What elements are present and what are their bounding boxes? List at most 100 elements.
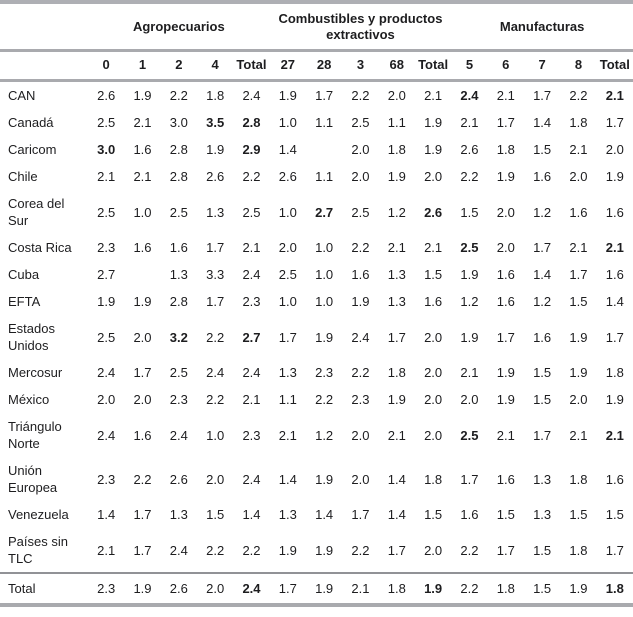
value-cell: 2.2 xyxy=(315,392,334,407)
value-cell: 1.4 xyxy=(278,471,297,487)
value-cell: 1.0 xyxy=(133,204,152,220)
value-cell: 1.3 xyxy=(169,507,188,522)
value-cell: 1.9 xyxy=(414,572,452,605)
value-cell: 1.9 xyxy=(424,115,443,130)
value-cell: 1.4 xyxy=(278,142,297,157)
value-cell: 2.2 xyxy=(206,392,225,407)
value-cell: 1.5 xyxy=(569,294,588,309)
value-cell: 2.3 xyxy=(351,392,370,407)
value-cell: 2.0 xyxy=(97,392,116,407)
column-header: Total xyxy=(233,50,270,82)
value-cell: 2.0 xyxy=(424,365,443,380)
row-label: Chile xyxy=(8,169,38,184)
value-cell: 2.1 xyxy=(460,365,479,380)
value-cell: 2.5 xyxy=(278,267,297,282)
value-cell: 1.6 xyxy=(133,240,152,255)
value-cell: 1.7 xyxy=(533,88,552,103)
value-cell: 2.7 xyxy=(242,329,261,345)
value-cell: 1.0 xyxy=(315,267,334,282)
value-cell: 1.7 xyxy=(605,115,624,130)
value-cell: 1.4 xyxy=(97,507,116,522)
value-cell: 1.3 xyxy=(533,507,552,522)
value-cell: 2.0 xyxy=(424,392,443,407)
row-label: Canadá xyxy=(8,115,54,130)
value-cell: 1.4 xyxy=(533,115,552,130)
value-cell: 2.1 xyxy=(242,392,261,407)
value-cell: 2.1 xyxy=(496,427,515,443)
value-cell: 2.1 xyxy=(496,88,515,103)
row-label: Triángulo Norte xyxy=(8,419,62,451)
value-cell: 2.0 xyxy=(424,427,443,443)
value-cell: 1.3 xyxy=(278,507,297,522)
value-cell: 2.1 xyxy=(97,542,116,558)
value-cell: 2.5 xyxy=(351,115,370,130)
table-row: México 2.0 2.0 2.3 2.2 2.1 1.1 2.2 2.3 1.9 2.0 2.0 1… xyxy=(0,386,633,413)
table-row: Venezuela 1.4 1.7 1.3 1.5 1.4 1.3 1.4 1.7 1.4 1.5 1… xyxy=(0,501,633,528)
column-header: 6 xyxy=(487,50,524,82)
value-cell: 2.8 xyxy=(169,142,188,157)
value-cell: 2.2 xyxy=(451,572,488,605)
value-cell: 1.7 xyxy=(133,365,152,380)
value-cell: 1.7 xyxy=(269,572,306,605)
value-cell: 2.4 xyxy=(351,329,370,345)
table-row: Estados Unidos 2.5 2.0 3.2 2.2 2.7 1.7 1.9 2.4 1.… xyxy=(0,315,633,359)
table-header: Agropecuarios Combustibles y productos ex… xyxy=(0,2,633,82)
value-cell: 1.5 xyxy=(460,204,479,220)
value-cell: 2.2 xyxy=(242,169,261,184)
value-cell: 1.8 xyxy=(605,365,624,380)
value-cell: 2.6 xyxy=(97,88,116,103)
value-cell: 2.1 xyxy=(278,427,297,443)
column-header: 7 xyxy=(523,50,561,82)
value-cell: 1.6 xyxy=(533,169,552,184)
value-cell: 2.1 xyxy=(387,427,406,443)
row-label: Cuba xyxy=(8,267,40,282)
value-cell: 2.4 xyxy=(169,427,188,443)
value-cell: 2.0 xyxy=(424,329,443,345)
value-cell: 2.1 xyxy=(424,88,443,103)
value-cell: 1.9 xyxy=(424,142,443,157)
value-cell: 1.4 xyxy=(387,471,406,487)
value-cell: 2.0 xyxy=(569,169,588,184)
value-cell: 2.0 xyxy=(496,240,515,255)
row-label: Mercosur xyxy=(8,365,63,380)
value-cell: 1.0 xyxy=(278,115,297,130)
value-cell: 2.7 xyxy=(97,267,116,282)
value-cell: 1.6 xyxy=(496,267,515,282)
value-cell: 2.0 xyxy=(605,142,624,157)
value-cell: 2.1 xyxy=(569,142,588,157)
column-header: 68 xyxy=(378,50,415,82)
value-cell: 2.5 xyxy=(97,115,116,130)
column-header: 4 xyxy=(196,50,234,82)
value-cell: 1.6 xyxy=(424,294,443,309)
value-cell: 2.0 xyxy=(569,392,588,407)
value-cell: 1.7 xyxy=(206,294,225,309)
value-cell: 2.5 xyxy=(169,204,188,220)
value-cell: 2.5 xyxy=(169,365,188,380)
value-cell: 1.9 xyxy=(133,294,152,309)
value-cell: 2.4 xyxy=(233,572,270,605)
value-cell: 2.4 xyxy=(460,88,479,103)
value-cell: 1.8 xyxy=(206,88,225,103)
value-cell: 2.6 xyxy=(160,572,197,605)
value-cell: 2.1 xyxy=(605,240,624,255)
value-cell: 1.6 xyxy=(169,240,188,255)
value-cell: 1.6 xyxy=(605,267,624,282)
value-cell: 1.9 xyxy=(496,169,515,184)
value-cell: 1.3 xyxy=(387,294,406,309)
value-cell: 2.1 xyxy=(569,427,588,443)
column-header: Total xyxy=(596,50,633,82)
value-cell: 1.4 xyxy=(242,507,261,522)
value-cell: 2.2 xyxy=(569,88,588,103)
value-cell: 2.2 xyxy=(351,88,370,103)
value-cell: 2.1 xyxy=(424,240,443,255)
value-cell: 1.8 xyxy=(387,365,406,380)
value-cell: 3.0 xyxy=(97,142,116,157)
value-cell: 1.9 xyxy=(124,572,161,605)
value-cell: 2.4 xyxy=(242,267,261,282)
column-header: 1 xyxy=(124,50,161,82)
value-cell: 1.7 xyxy=(569,267,588,282)
row-label: Unión Europea xyxy=(8,463,58,495)
value-cell: 2.6 xyxy=(424,204,443,220)
value-cell: 1.9 xyxy=(387,169,406,184)
corner-cell xyxy=(0,50,88,82)
